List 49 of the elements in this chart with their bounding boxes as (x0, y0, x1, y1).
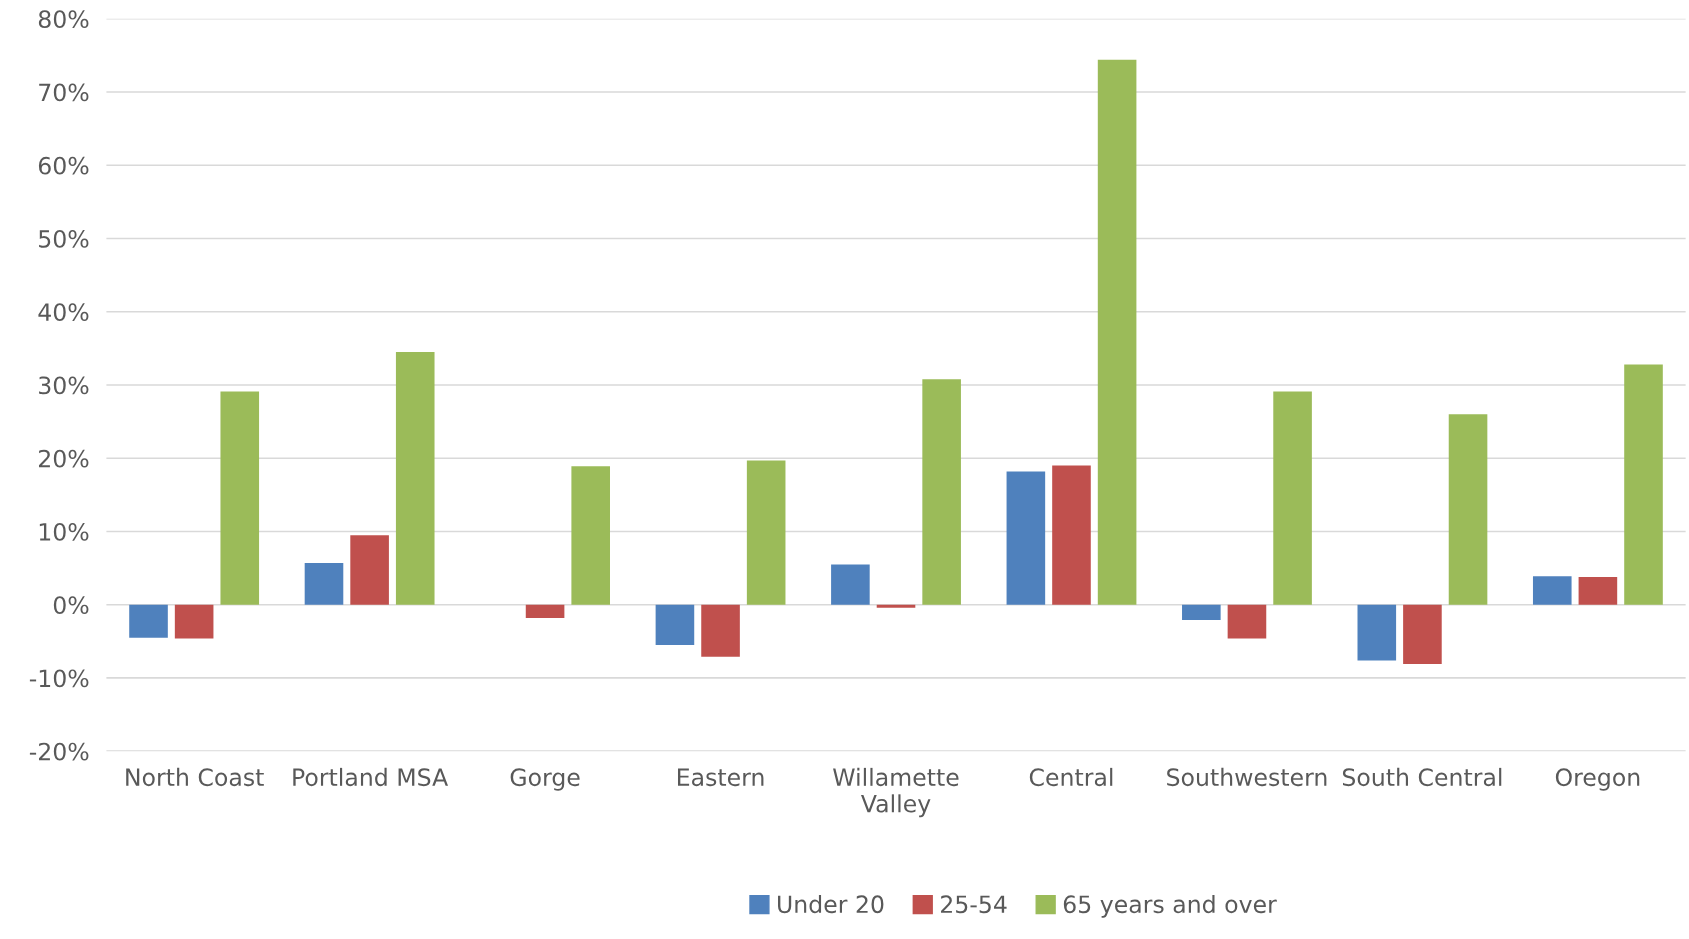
bar (701, 604, 740, 657)
bar (1006, 471, 1046, 605)
x-tick-label: Portland MSA (293, 767, 449, 787)
bar (1403, 604, 1442, 665)
legend-label: 65 years and over (1063, 894, 1277, 918)
y-tick-label: 80% (38, 10, 89, 29)
bar (525, 604, 565, 618)
bar (876, 604, 916, 608)
bar (129, 604, 168, 638)
legend-label: 25-54 (941, 895, 1007, 914)
bar (1227, 604, 1267, 639)
bar (1052, 465, 1091, 605)
y-tick-label: 30% (39, 376, 89, 395)
bar (571, 466, 610, 605)
bar (1357, 604, 1397, 661)
bar (1273, 391, 1312, 605)
bar (831, 564, 870, 605)
bar (304, 562, 344, 605)
y-tick-label: 40% (38, 303, 89, 322)
y-tick-label: 50% (39, 229, 89, 248)
bar (220, 391, 260, 605)
y-tick-label: 60% (38, 156, 89, 175)
y-tick-label: 70% (39, 83, 89, 102)
bar (350, 535, 389, 605)
x-tick-label: Southwestern (1167, 767, 1327, 787)
x-tick-label: Eastern (678, 768, 764, 787)
y-tick-label: 10% (39, 522, 89, 541)
x-tick-label: Central (1029, 767, 1113, 787)
bar (1624, 364, 1663, 605)
bar (922, 379, 961, 605)
bar (174, 604, 214, 639)
bar (1578, 576, 1618, 605)
bar (746, 460, 786, 605)
bar (395, 352, 435, 605)
x-tick-label: Oregon (1555, 768, 1640, 791)
x-tick-label: Willamette Valley (833, 767, 959, 818)
bar (1182, 604, 1221, 621)
y-tick-label: -10% (29, 669, 89, 688)
y-tick-label: -20% (29, 742, 89, 761)
x-tick-label: South Central (1342, 767, 1502, 787)
y-tick-label: 0% (53, 596, 89, 615)
bar (1097, 59, 1137, 605)
bar (1448, 414, 1488, 605)
legend-label: Under 20 (778, 894, 884, 914)
bar (1532, 576, 1572, 605)
bar (655, 604, 695, 645)
x-tick-label: North Coast (126, 767, 264, 787)
x-tick-label: Gorge (510, 768, 580, 791)
y-tick-label: 20% (38, 449, 89, 468)
